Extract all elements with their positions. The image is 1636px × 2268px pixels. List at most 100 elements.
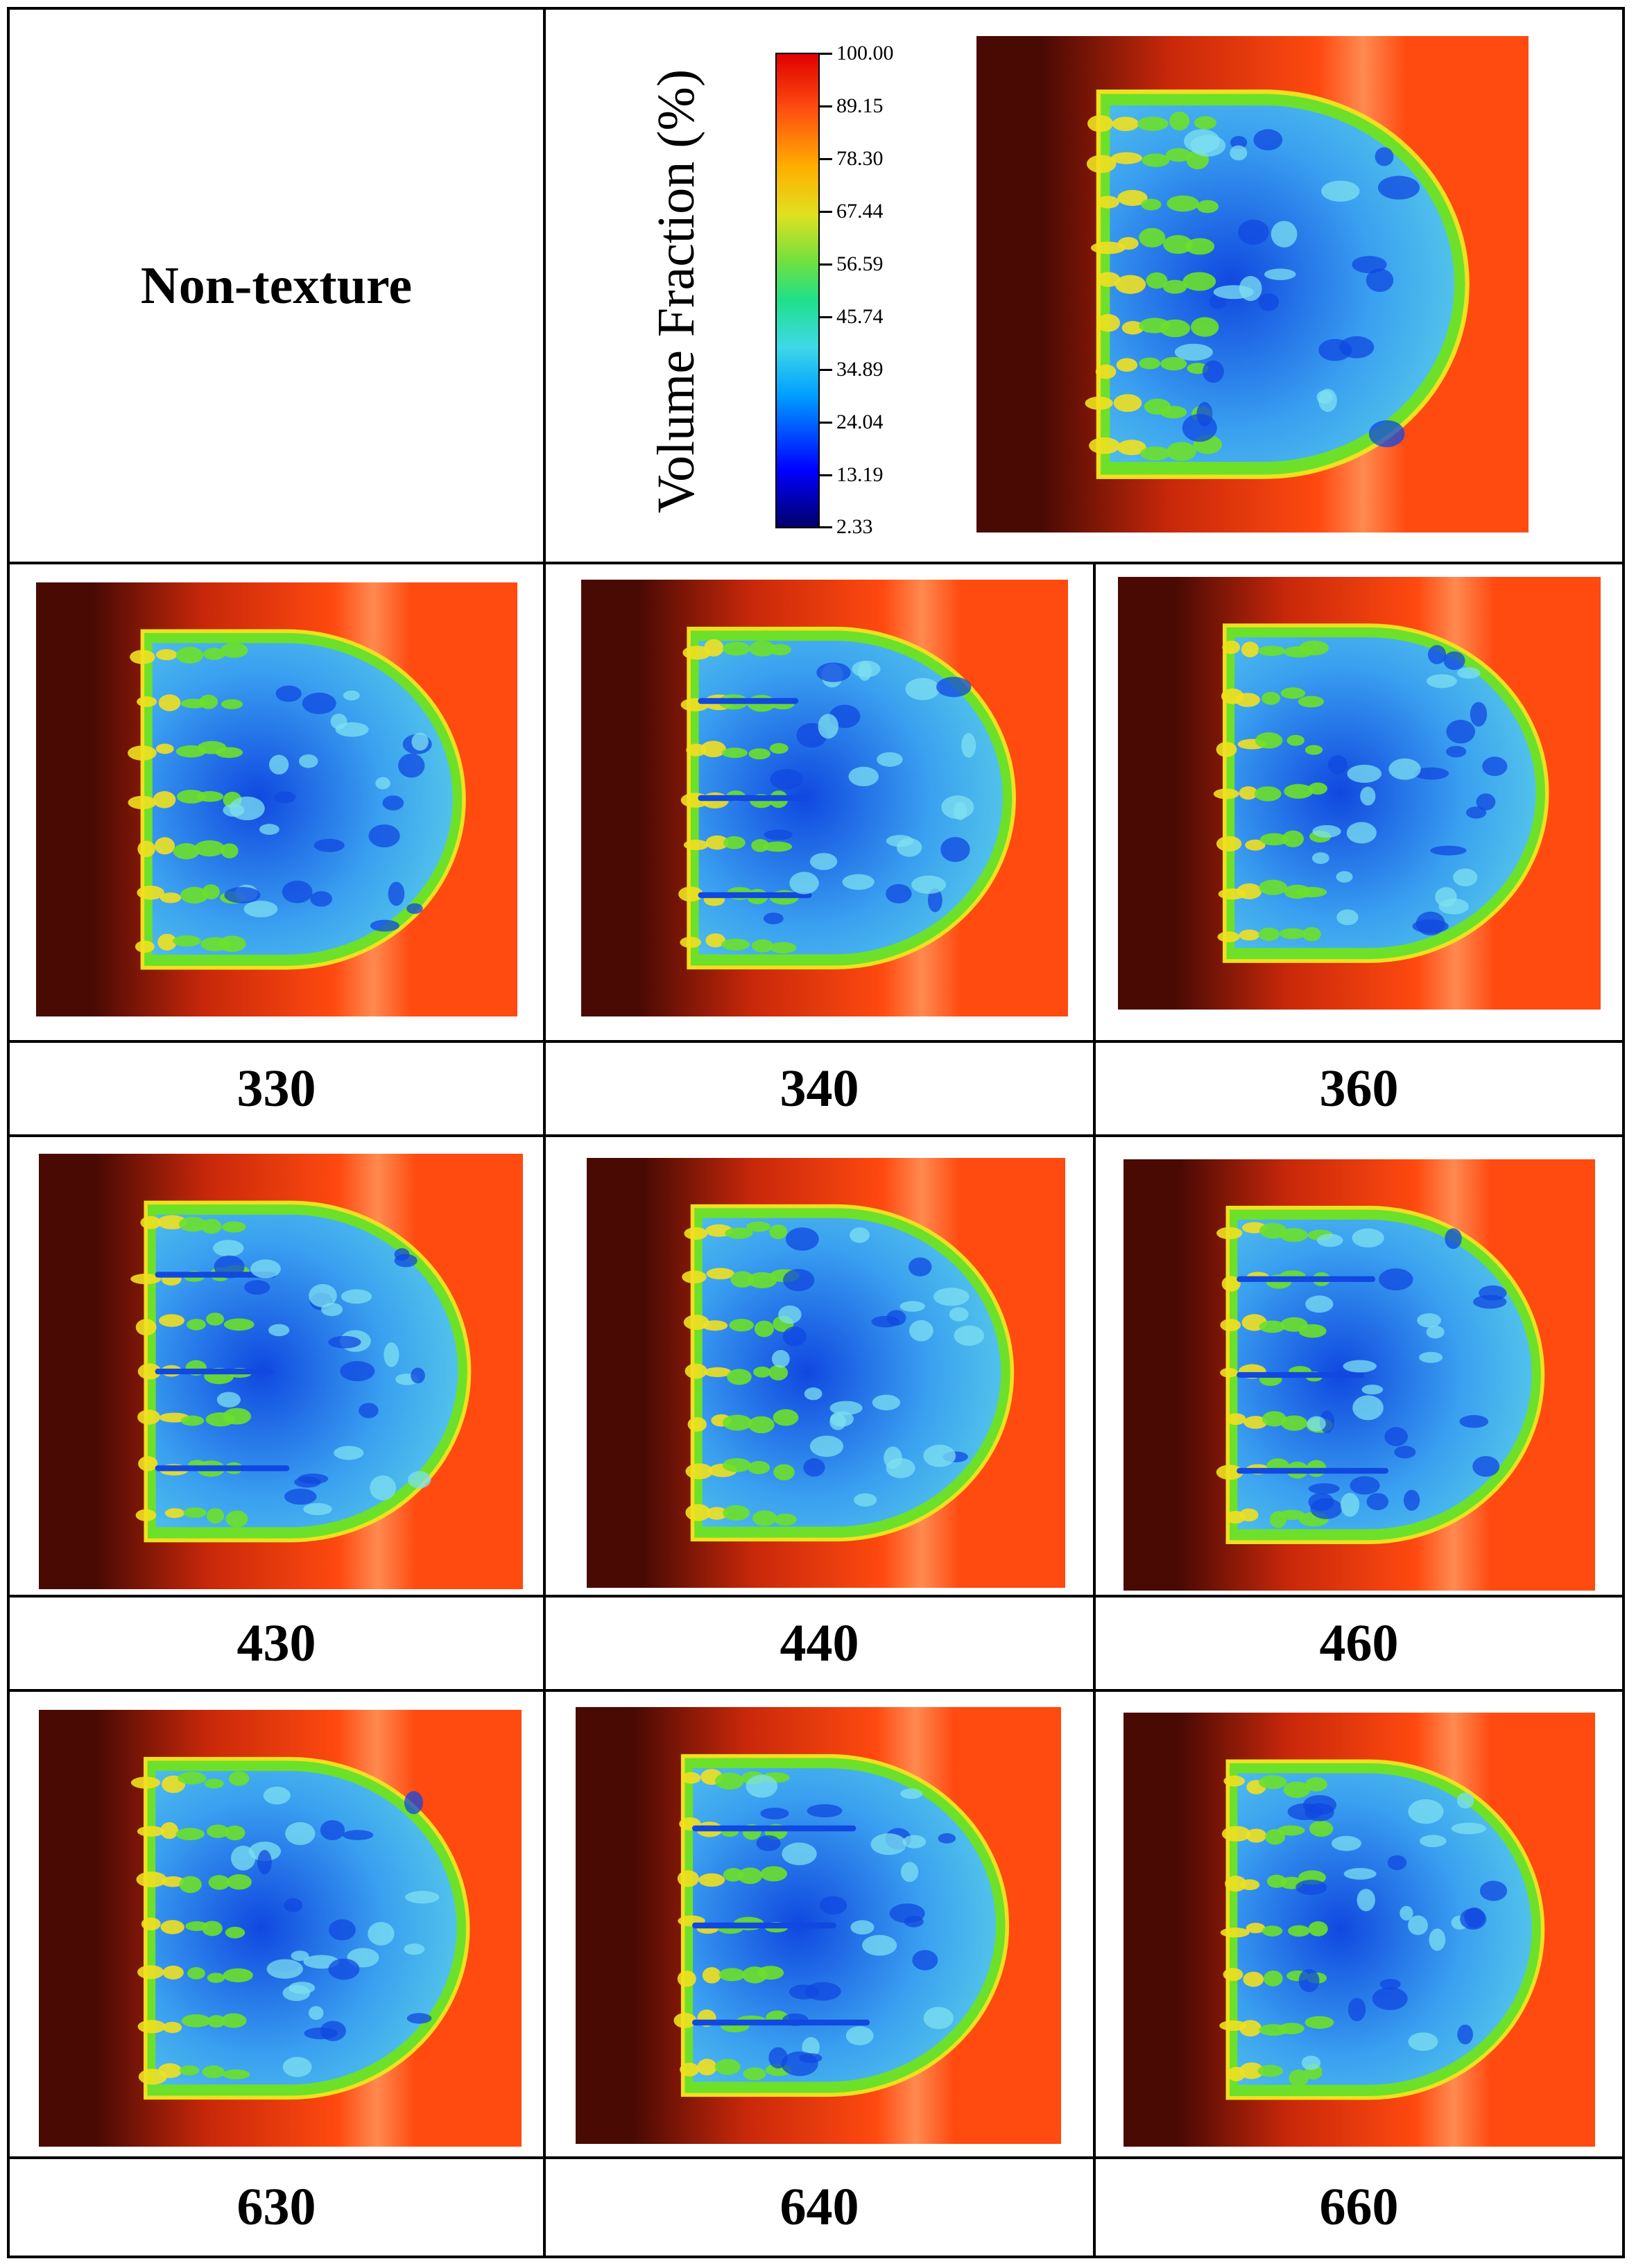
contour-spot bbox=[213, 1240, 244, 1257]
contour-spot bbox=[289, 1982, 316, 1994]
contour-spot bbox=[1420, 1835, 1447, 1848]
contour-blob bbox=[1160, 357, 1187, 371]
contour-blob bbox=[153, 791, 176, 808]
contour-blob bbox=[1299, 640, 1329, 656]
contour-spot bbox=[370, 919, 399, 932]
contour-blob bbox=[1241, 641, 1259, 657]
contour-spot bbox=[872, 1394, 901, 1411]
contour-spot bbox=[953, 802, 967, 820]
contour-blob bbox=[1114, 275, 1146, 294]
contour-blob bbox=[1096, 272, 1121, 287]
contour-spot bbox=[782, 2013, 809, 2026]
contour-blob bbox=[1137, 116, 1169, 131]
contour-blob bbox=[1278, 1509, 1305, 1521]
contour-blob bbox=[677, 1870, 700, 1887]
simulation-image-630 bbox=[39, 1710, 522, 2147]
contour-spot bbox=[782, 1326, 807, 1347]
droplet-body bbox=[155, 1771, 457, 2085]
contour-blob bbox=[179, 2066, 200, 2076]
contour-spot bbox=[809, 1435, 844, 1457]
contour-spot bbox=[1457, 2024, 1474, 2045]
contour-blob bbox=[723, 1868, 744, 1882]
contour-blob bbox=[218, 935, 246, 952]
contour-blob bbox=[723, 1505, 750, 1521]
contour-spot bbox=[760, 1808, 789, 1819]
contour-blob bbox=[1221, 1826, 1251, 1842]
contour-spot bbox=[284, 1898, 303, 1912]
contour-blob bbox=[685, 1463, 714, 1480]
contour-blob bbox=[1087, 115, 1114, 132]
contour-spot bbox=[1456, 1792, 1474, 1809]
contour-blob bbox=[1089, 437, 1120, 454]
contour-blob bbox=[1220, 1319, 1241, 1332]
contour-blob bbox=[1243, 1416, 1268, 1429]
contour-spot bbox=[229, 796, 265, 821]
contour-blob bbox=[700, 741, 726, 758]
contour-blob bbox=[677, 1971, 696, 1987]
contour-spot bbox=[809, 853, 838, 870]
contour-blob bbox=[1259, 879, 1287, 895]
simulation-image-360 bbox=[1118, 577, 1601, 1010]
contour-spot bbox=[308, 2006, 324, 2020]
colorbar-tick bbox=[820, 211, 832, 213]
contour-spot bbox=[1379, 1268, 1413, 1291]
contour-spot bbox=[1479, 1285, 1507, 1301]
contour-blob bbox=[1284, 784, 1314, 799]
contour-spot bbox=[818, 713, 838, 739]
contour-spot bbox=[786, 1227, 819, 1251]
contour-blob bbox=[199, 694, 218, 709]
contour-blob bbox=[225, 1510, 248, 1527]
contour-spot bbox=[298, 754, 318, 768]
contour-spot bbox=[850, 1920, 875, 1935]
simulation-image-640 bbox=[576, 1707, 1061, 2144]
contour-blob bbox=[1298, 1324, 1327, 1338]
contour-spot bbox=[1239, 275, 1262, 302]
contour-spot bbox=[320, 1820, 345, 1841]
contour-blob bbox=[769, 1224, 788, 1240]
contour-spot bbox=[1408, 2032, 1438, 2051]
contour-blob bbox=[1283, 1781, 1311, 1799]
contour-spot bbox=[398, 753, 425, 778]
contour-spot bbox=[1472, 1456, 1500, 1477]
contour-blob bbox=[684, 1227, 708, 1240]
contour-spot bbox=[334, 1446, 364, 1460]
contour-spot bbox=[848, 766, 879, 787]
contour-blob bbox=[754, 1320, 774, 1338]
contour-spot bbox=[1453, 868, 1478, 887]
contour-blob bbox=[1243, 1971, 1264, 1987]
contour-blob bbox=[1160, 319, 1191, 338]
contour-blob bbox=[1217, 931, 1240, 942]
contour-blob bbox=[1216, 1464, 1243, 1480]
colorbar-tick bbox=[820, 53, 832, 55]
contour-blob bbox=[137, 1826, 165, 1837]
contour-spot bbox=[263, 1786, 291, 1805]
contour-blob bbox=[722, 1414, 752, 1431]
jet-streak bbox=[155, 1465, 290, 1471]
contour-blob bbox=[1194, 116, 1217, 130]
contour-blob bbox=[128, 745, 157, 761]
contour-blob bbox=[160, 1920, 184, 1934]
contour-blob bbox=[1086, 155, 1117, 173]
table-border-right bbox=[1622, 7, 1625, 2258]
contour-blob bbox=[678, 886, 703, 902]
colorbar bbox=[775, 53, 820, 528]
panel-label-340: 340 bbox=[780, 1059, 859, 1118]
contour-blob bbox=[1225, 1413, 1246, 1426]
contour-spot bbox=[905, 677, 940, 700]
contour-blob bbox=[722, 641, 750, 656]
contour-blob bbox=[161, 1876, 184, 1887]
contour-blob bbox=[773, 1409, 799, 1426]
contour-blob bbox=[1191, 317, 1219, 337]
table-border-bottom bbox=[7, 2256, 1625, 2258]
contour-blob bbox=[160, 892, 182, 903]
contour-blob bbox=[673, 2012, 697, 2029]
contour-blob bbox=[1162, 279, 1187, 294]
contour-spot bbox=[291, 1950, 309, 1962]
colorbar-label: 2.33 bbox=[836, 515, 873, 538]
contour-spot bbox=[1298, 1968, 1320, 1993]
contour-blob bbox=[176, 789, 206, 804]
contour-blob bbox=[175, 646, 204, 664]
contour-spot bbox=[1413, 767, 1449, 780]
contour-blob bbox=[746, 1221, 771, 1232]
